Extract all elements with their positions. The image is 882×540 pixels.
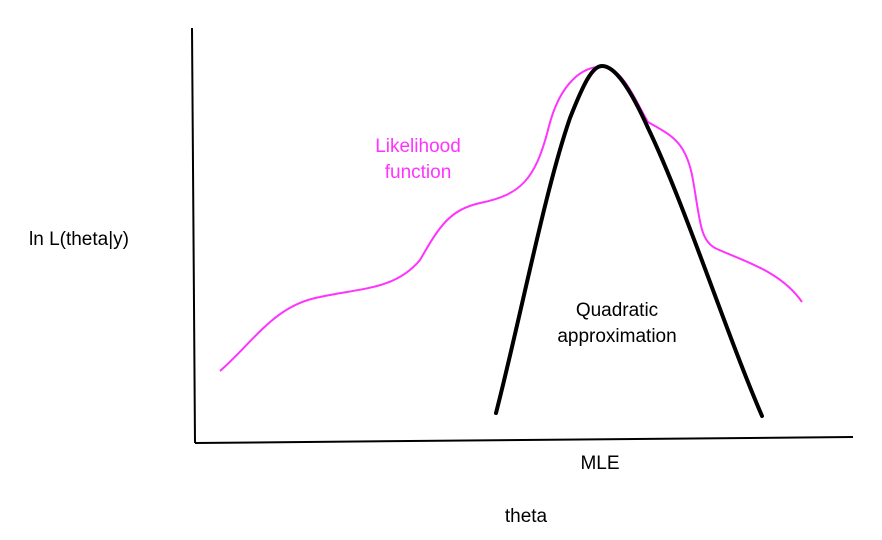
quadratic-label-line2: approximation	[557, 326, 676, 347]
y-axis-line	[191, 27, 196, 444]
likelihood-curve	[219, 65, 803, 372]
likelihood-label-line2: function	[385, 162, 452, 183]
x-axis-line	[194, 436, 854, 444]
x-axis-label: theta	[505, 506, 548, 527]
mle-label: MLE	[580, 453, 619, 474]
quadratic-label-line1: Quadratic	[576, 300, 658, 321]
likelihood-label-line1: Likelihood	[375, 136, 461, 157]
quadratic-approximation-curve	[494, 63, 764, 418]
y-axis-label: ln L(theta|y)	[29, 229, 129, 250]
